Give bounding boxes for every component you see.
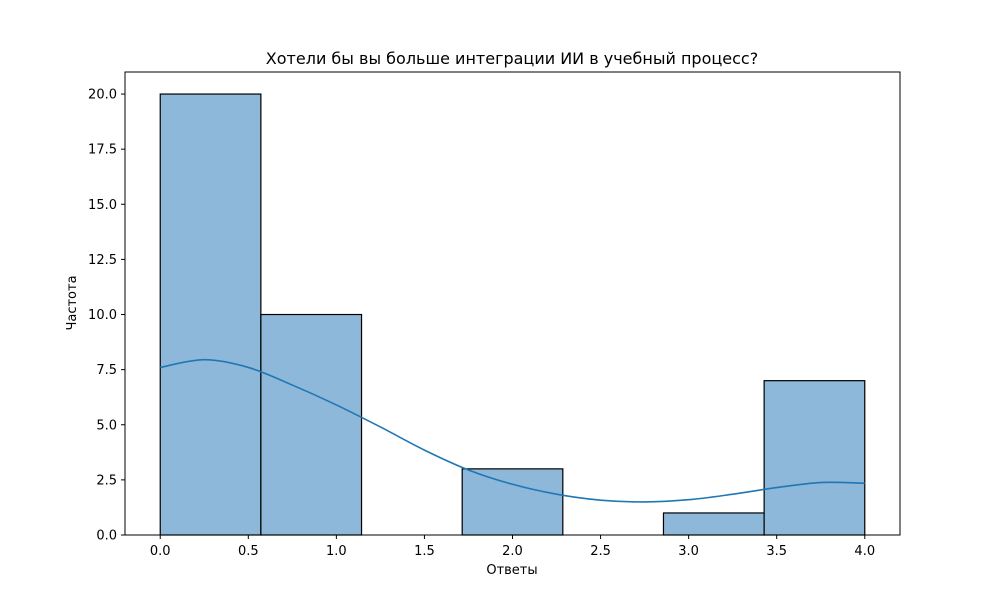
y-tick-label-3: 7.5 — [96, 363, 117, 378]
x-tick-label-8: 4.0 — [854, 544, 875, 559]
x-tick-label-6: 3.0 — [678, 544, 699, 559]
histogram-bar-1 — [260, 313, 363, 536]
x-axis-ticks: 0.0 0.5 1.0 1.5 2.0 2.5 3.0 3.5 4.0 — [150, 535, 875, 559]
y-axis-label: Частота — [65, 275, 80, 330]
y-tick-label-1: 2.5 — [96, 473, 117, 488]
x-axis-label: Ответы — [486, 563, 537, 578]
x-tick-label-0: 0.0 — [150, 544, 171, 559]
y-tick-label-2: 5.0 — [96, 418, 117, 433]
y-axis-ticks: 0.0 2.5 5.0 7.5 10.0 12.5 15.0 17.5 20.0 — [88, 88, 125, 544]
x-tick-label-1: 0.5 — [238, 544, 259, 559]
x-tick-label-2: 1.0 — [326, 544, 347, 559]
y-tick-label-6: 15.0 — [88, 198, 117, 213]
y-tick-label-5: 12.5 — [88, 253, 117, 268]
chart-title: Хотели бы вы больше интеграции ИИ в учеб… — [266, 49, 758, 68]
histogram-bar-5 — [662, 512, 765, 536]
y-tick-label-8: 20.0 — [88, 88, 117, 103]
histogram-bar-6 — [763, 380, 866, 536]
y-tick-label-7: 17.5 — [88, 143, 117, 158]
x-tick-label-7: 3.5 — [766, 544, 787, 559]
kde-curve — [160, 358, 865, 503]
y-tick-label-0: 0.0 — [96, 529, 117, 544]
y-tick-label-4: 10.0 — [88, 308, 117, 323]
histogram-bar-0 — [159, 93, 262, 536]
x-tick-label-5: 2.5 — [590, 544, 611, 559]
histogram-bar-3 — [461, 468, 564, 536]
kde-curve-group — [160, 358, 865, 503]
x-tick-label-4: 2.0 — [502, 544, 523, 559]
histogram-bars — [159, 93, 866, 536]
x-tick-label-3: 1.5 — [414, 544, 435, 559]
